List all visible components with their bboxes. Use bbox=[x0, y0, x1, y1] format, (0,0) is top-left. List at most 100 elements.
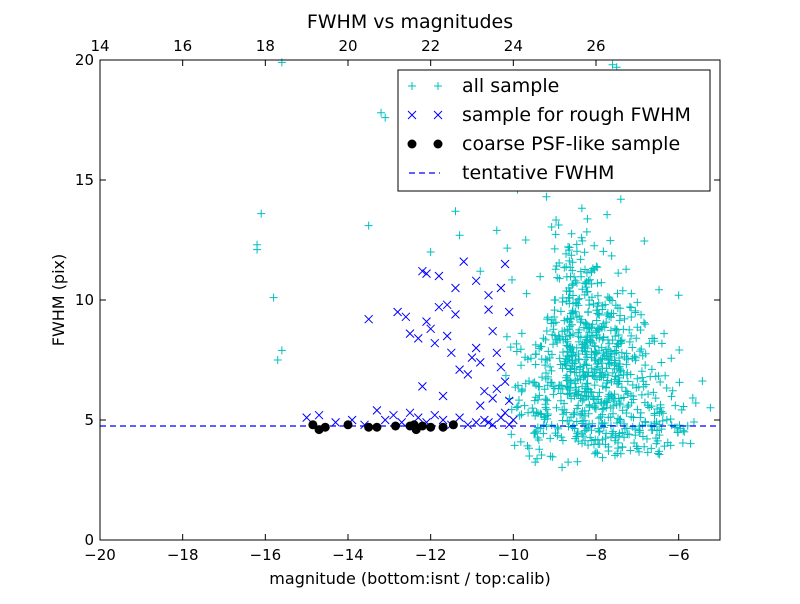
all-sample-point bbox=[591, 435, 600, 444]
all-sample-point bbox=[630, 438, 639, 447]
all-sample-point bbox=[543, 315, 552, 324]
all-sample-point bbox=[551, 230, 560, 239]
all-sample-point bbox=[599, 423, 608, 432]
all-sample-point bbox=[638, 373, 647, 382]
all-sample-point bbox=[680, 427, 689, 436]
all-sample-point bbox=[582, 360, 591, 369]
all-sample-point bbox=[630, 352, 639, 361]
all-sample-point bbox=[587, 279, 596, 288]
all-sample-point bbox=[551, 265, 560, 274]
all-sample-point bbox=[535, 445, 544, 454]
all-sample-point bbox=[617, 383, 626, 392]
all-sample-point bbox=[560, 359, 569, 368]
all-sample-point bbox=[599, 247, 608, 256]
all-sample-point bbox=[558, 436, 567, 445]
all-sample-point bbox=[607, 377, 616, 386]
rough-fwhm-point bbox=[484, 290, 493, 300]
all-sample-point bbox=[455, 231, 464, 240]
all-sample-point bbox=[531, 350, 540, 359]
all-sample-point bbox=[568, 343, 577, 352]
all-sample-point bbox=[572, 390, 581, 399]
all-sample-point bbox=[567, 413, 576, 422]
all-sample-point bbox=[643, 448, 652, 457]
all-sample-point bbox=[651, 394, 660, 403]
all-sample-point bbox=[568, 266, 577, 275]
rough-fwhm-point bbox=[475, 358, 485, 367]
all-sample-point bbox=[584, 368, 593, 377]
all-sample-point bbox=[558, 416, 567, 425]
rough-fwhm-point bbox=[463, 370, 473, 379]
all-sample-point bbox=[608, 429, 617, 438]
all-sample-point bbox=[637, 345, 646, 354]
rough-fwhm-point bbox=[492, 348, 502, 358]
x-top-tick-label: 22 bbox=[421, 37, 440, 55]
x-top-tick-label: 20 bbox=[338, 37, 357, 55]
all-sample-point bbox=[675, 421, 684, 430]
all-sample-point bbox=[654, 449, 663, 458]
rough-fwhm-point bbox=[471, 276, 481, 286]
all-sample-point bbox=[541, 355, 550, 364]
rough-fwhm-point bbox=[430, 338, 440, 348]
all-sample-point bbox=[678, 439, 687, 448]
x-tick-label: −12 bbox=[415, 546, 447, 564]
all-sample-point bbox=[501, 371, 510, 380]
all-sample-point bbox=[581, 347, 590, 356]
all-sample-point bbox=[537, 410, 546, 419]
all-sample-point bbox=[592, 262, 601, 271]
x-tick-label: −20 bbox=[84, 546, 116, 564]
all-sample-point bbox=[675, 378, 684, 387]
all-sample-point bbox=[552, 403, 561, 412]
rough-fwhm-point bbox=[504, 307, 514, 317]
all-sample-point bbox=[517, 361, 526, 370]
x-top-tick-label: 16 bbox=[173, 37, 192, 55]
all-sample-point bbox=[553, 273, 562, 282]
rough-fwhm-point bbox=[405, 408, 415, 418]
all-sample-point bbox=[520, 401, 529, 410]
all-sample-point bbox=[517, 329, 526, 338]
all-sample-point bbox=[547, 421, 556, 430]
all-sample-point bbox=[571, 383, 580, 392]
all-sample-point bbox=[650, 411, 659, 420]
all-sample-point bbox=[616, 311, 625, 320]
all-sample-point bbox=[622, 265, 631, 274]
all-sample-point bbox=[542, 192, 551, 201]
rough-fwhm-point bbox=[422, 317, 431, 326]
all-sample-point bbox=[598, 305, 607, 314]
all-sample-point bbox=[546, 452, 555, 461]
all-sample-point bbox=[612, 348, 621, 357]
all-sample-point bbox=[584, 441, 593, 450]
plus-marker-icon bbox=[408, 82, 416, 90]
all-sample-point bbox=[576, 333, 585, 342]
all-sample-point bbox=[581, 265, 590, 274]
all-sample-point bbox=[658, 409, 667, 418]
x-top-tick-label: 14 bbox=[90, 37, 109, 55]
psf-like-point bbox=[320, 422, 330, 432]
all-sample-point bbox=[590, 403, 599, 412]
all-sample-point bbox=[611, 372, 620, 381]
rough-fwhm-point bbox=[405, 329, 415, 338]
legend-label: tentative FWHM bbox=[462, 162, 614, 184]
all-sample-point bbox=[625, 303, 634, 312]
rough-fwhm-point bbox=[488, 394, 498, 403]
all-sample-point bbox=[616, 337, 625, 346]
all-sample-point bbox=[536, 409, 545, 418]
all-sample-point bbox=[688, 394, 697, 403]
all-sample-point bbox=[522, 289, 531, 298]
all-sample-point bbox=[569, 421, 578, 430]
all-sample-point bbox=[647, 426, 656, 435]
all-sample-point bbox=[657, 358, 666, 367]
all-sample-point bbox=[663, 438, 672, 447]
all-sample-point bbox=[596, 412, 605, 421]
all-sample-point bbox=[540, 385, 549, 394]
all-sample-point bbox=[550, 244, 559, 253]
all-sample-point bbox=[618, 443, 627, 452]
all-sample-point bbox=[550, 306, 559, 315]
all-sample-point bbox=[534, 436, 543, 445]
psf-like-point bbox=[448, 420, 458, 430]
all-sample-point bbox=[549, 390, 558, 399]
rough-fwhm-point bbox=[488, 326, 498, 336]
all-sample-point bbox=[573, 404, 582, 413]
all-sample-point bbox=[605, 390, 614, 399]
all-sample-point bbox=[590, 355, 599, 364]
all-sample-point bbox=[611, 324, 620, 333]
